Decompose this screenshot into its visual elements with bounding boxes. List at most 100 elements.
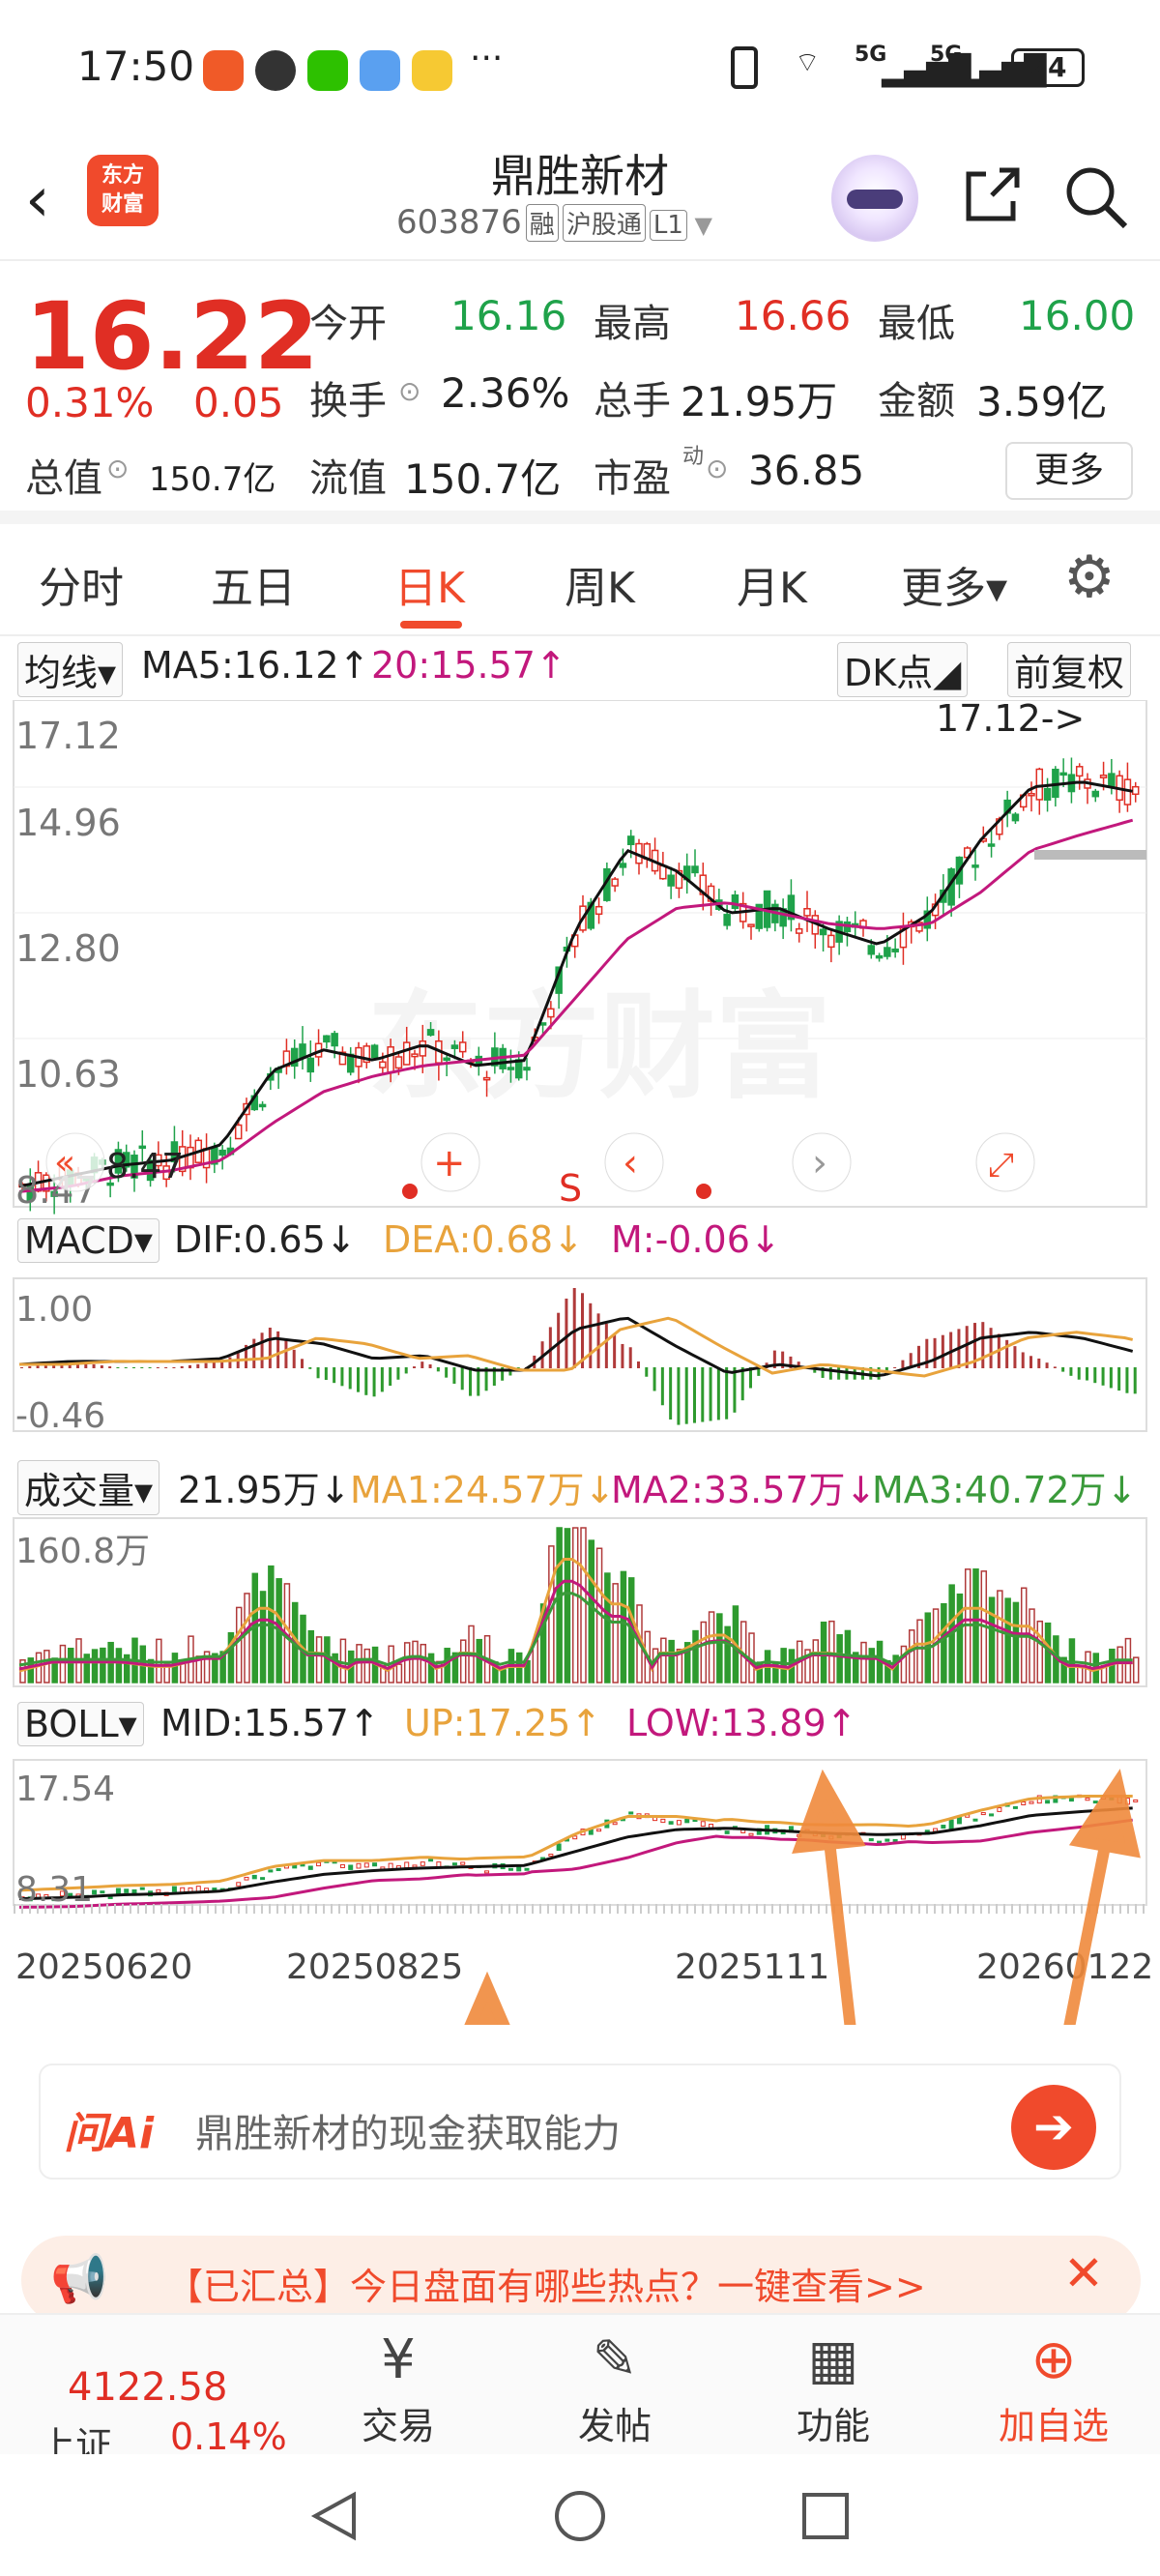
macd-bar — [308, 1367, 312, 1369]
ma-selector[interactable]: 均线▾ — [17, 642, 124, 697]
yen-icon: ¥ — [381, 2328, 416, 2391]
scroll-left-fast-button[interactable] — [45, 1132, 105, 1192]
boll-selector[interactable]: BOLL▾ — [17, 1702, 144, 1746]
macd-bar — [813, 1367, 817, 1373]
eastmoney-logo[interactable]: 东方 财富 — [87, 155, 159, 226]
search-icon[interactable] — [1059, 161, 1133, 234]
boll-candle — [356, 1862, 362, 1869]
macd-bar — [92, 1363, 96, 1368]
volume-bar — [244, 1593, 250, 1683]
ma5-line — [18, 780, 1133, 1188]
share-icon[interactable] — [957, 161, 1027, 230]
adjust-button[interactable]: 前复权 — [1007, 642, 1132, 697]
candle-body — [619, 863, 627, 868]
nav-home-icon[interactable] — [553, 2489, 607, 2543]
boll-candle — [548, 1853, 554, 1857]
candle-body — [795, 927, 803, 934]
tab-daily-k[interactable]: 日K — [394, 564, 465, 613]
trade-button[interactable]: ¥ 交易 — [321, 2328, 476, 2449]
macd-bar — [1037, 1358, 1041, 1368]
candle-body — [218, 1149, 226, 1156]
volume-bar — [1060, 1656, 1067, 1683]
candle-body — [306, 1057, 315, 1073]
close-icon[interactable]: ✕ — [1063, 2245, 1104, 2301]
function-button[interactable]: ▦ 功能 — [756, 2328, 911, 2449]
price-tick-1: 17.12 — [15, 715, 121, 757]
add-watchlist-button[interactable]: ⊕ 加自选 — [976, 2328, 1131, 2449]
ai-robot-icon[interactable] — [831, 155, 918, 242]
tab-more[interactable]: 更多▾ — [901, 564, 1008, 613]
status-bar: 17:50 ··· ⌔ 5G ▂▄▆█ 5G ▂▄▆█ 24 — [0, 0, 1160, 135]
boll-candle — [307, 1865, 313, 1870]
date-label-4: 20260122 — [976, 1947, 1153, 1987]
macd-bar — [797, 1361, 800, 1368]
volume-bar — [556, 1527, 563, 1683]
macd-bar — [1101, 1367, 1105, 1386]
last-price: 16.22 — [25, 282, 319, 391]
info-icon[interactable]: ⊙ — [106, 453, 130, 484]
dropdown-icon[interactable]: ▼ — [686, 212, 712, 239]
boll-candle — [348, 1864, 354, 1870]
quote-panel: 16.22 0.31% 0.05 总值 ⊙ 150.7亿 今开 16.16 最高… — [0, 263, 1160, 524]
zoom-in-button[interactable] — [420, 1132, 480, 1192]
macd-bar — [1061, 1367, 1065, 1372]
macd-bar — [180, 1365, 184, 1368]
boll-low-value: LOW:13.89↑ — [626, 1702, 857, 1744]
vol-ma2-line — [18, 1579, 1133, 1671]
pe-dynamic-mark: 动 — [682, 445, 705, 469]
macd-bar — [877, 1367, 881, 1380]
macd-bar — [716, 1367, 720, 1420]
hot-topics-banner[interactable]: 📢 【已汇总】今日盘面有哪些热点？一键查看>> ✕ — [21, 2236, 1141, 2325]
post-button[interactable]: ✎ 发帖 — [537, 2328, 692, 2449]
info-icon-3[interactable]: ⊙ — [706, 453, 729, 484]
macd-panel-frame — [13, 1277, 1147, 1432]
nav-recents-icon[interactable] — [798, 2489, 853, 2543]
dk-point-button[interactable]: DK点◢ — [837, 642, 969, 697]
macd-bar — [116, 1367, 120, 1368]
macd-bar — [1125, 1367, 1129, 1393]
arrow-3 — [1063, 1839, 1112, 2025]
volume-bar — [420, 1643, 427, 1683]
candle-body — [1131, 785, 1140, 796]
macd-selector[interactable]: MACD▾ — [17, 1218, 160, 1263]
level-tag[interactable]: L1 — [649, 210, 687, 241]
macd-tick-1: 1.00 — [15, 1290, 93, 1330]
ask-arrow-button[interactable]: ➔ — [1011, 2085, 1096, 2170]
settings-gear-icon[interactable]: ⚙ — [1063, 543, 1116, 611]
volume-bar — [203, 1651, 211, 1683]
volume-bar — [804, 1649, 811, 1683]
banner-text: 【已汇总】今日盘面有哪些热点？一键查看>> — [166, 2266, 926, 2308]
tab-weekly-k[interactable]: 周K — [565, 564, 635, 613]
boll-candle — [363, 1862, 369, 1868]
macd-bar — [100, 1365, 103, 1368]
volume-bar — [1132, 1656, 1140, 1683]
ai-question-box[interactable]: 问Ai 鼎胜新材的现金获取能力 ➔ — [39, 2064, 1121, 2180]
tab-five-day[interactable]: 五日 — [211, 564, 296, 613]
boll-candle — [868, 1838, 874, 1842]
boll-tick-1: 17.54 — [15, 1770, 115, 1809]
fullscreen-button[interactable] — [975, 1132, 1035, 1192]
tab-monthly-k[interactable]: 月K — [737, 564, 807, 613]
scroll-right-button[interactable] — [792, 1132, 852, 1192]
m-value: M:-0.06↓ — [611, 1218, 781, 1261]
candle-body — [1028, 793, 1035, 797]
back-arrow-icon[interactable]: ‹ — [25, 164, 50, 236]
float-label: 流值 — [309, 456, 387, 501]
logo-text-1: 东方 — [101, 163, 144, 188]
macd-bar — [925, 1338, 929, 1368]
info-icon-2[interactable]: ⊙ — [398, 375, 421, 407]
volume-bar — [1029, 1608, 1035, 1683]
nav-back-icon[interactable] — [307, 2489, 362, 2543]
kline-chart-area[interactable]: 均线▾ MA5:16.12↑ 20:15.57↑ DK点◢ 前复权 东方财富 1… — [0, 638, 1160, 2031]
macd-bar — [909, 1353, 913, 1368]
volume-selector[interactable]: 成交量▾ — [17, 1460, 160, 1515]
index-value[interactable]: 4122.58 — [68, 2365, 228, 2410]
boll-candle — [556, 1843, 562, 1852]
tab-intraday[interactable]: 分时 — [39, 564, 124, 613]
macd-bar — [757, 1367, 761, 1376]
wechat-icon — [307, 50, 348, 91]
volume-bar — [660, 1637, 667, 1683]
volume-bar — [1012, 1601, 1020, 1683]
more-button[interactable]: 更多 — [1005, 442, 1133, 500]
scroll-left-button[interactable] — [604, 1132, 664, 1192]
